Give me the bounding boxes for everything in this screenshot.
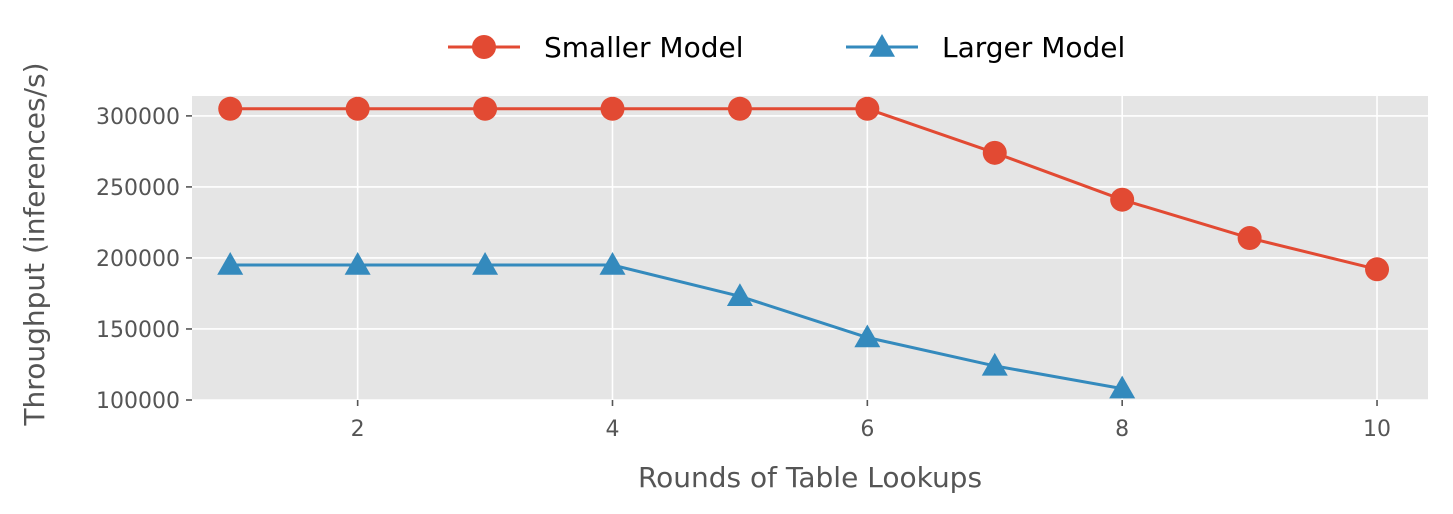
data-point-smaller-model bbox=[1237, 226, 1262, 251]
y-tick-label: 300000 bbox=[96, 105, 180, 130]
x-tick-label: 6 bbox=[860, 417, 874, 442]
data-point-larger-model bbox=[726, 283, 753, 307]
legend-marker bbox=[472, 35, 496, 59]
data-point-smaller-model bbox=[345, 96, 370, 121]
data-point-smaller-model bbox=[600, 96, 625, 121]
data-point-larger-model bbox=[472, 252, 499, 275]
data-point-larger-model bbox=[344, 252, 371, 275]
series-larger-model bbox=[217, 252, 1136, 399]
grid-lines bbox=[192, 96, 1428, 401]
series-line-larger-model bbox=[230, 263, 1123, 391]
legend-label: Larger Model bbox=[942, 31, 1125, 64]
x-tick-label: 2 bbox=[351, 417, 365, 442]
data-point-smaller-model bbox=[1365, 257, 1390, 282]
series-layer bbox=[217, 96, 1390, 399]
x-tick-label: 10 bbox=[1363, 417, 1391, 442]
y-tick-label: 150000 bbox=[96, 318, 180, 343]
legend-label: Smaller Model bbox=[544, 31, 743, 64]
legend-item-smaller-model: Smaller Model bbox=[448, 31, 743, 64]
x-tick-label: 4 bbox=[605, 417, 619, 442]
data-point-smaller-model bbox=[1110, 187, 1135, 212]
x-tick-label: 8 bbox=[1115, 417, 1129, 442]
data-point-larger-model bbox=[854, 324, 881, 348]
series-line-smaller-model bbox=[230, 107, 1378, 271]
data-point-larger-model bbox=[981, 352, 1008, 376]
data-point-larger-model bbox=[217, 252, 244, 275]
y-tick-label: 100000 bbox=[96, 389, 180, 414]
legend-marker bbox=[869, 34, 895, 57]
data-point-smaller-model bbox=[982, 140, 1007, 165]
data-point-smaller-model bbox=[218, 96, 243, 121]
data-point-smaller-model bbox=[855, 96, 880, 121]
data-point-larger-model bbox=[599, 252, 626, 275]
legend-item-larger-model: Larger Model bbox=[846, 31, 1125, 64]
legend: Smaller Model Larger Model bbox=[448, 31, 1125, 64]
data-point-smaller-model bbox=[727, 96, 752, 121]
series-smaller-model bbox=[218, 96, 1390, 282]
data-point-smaller-model bbox=[473, 96, 498, 121]
y-tick-label: 250000 bbox=[96, 176, 180, 201]
plot-area bbox=[192, 96, 1428, 400]
y-tick-label: 200000 bbox=[96, 247, 180, 272]
y-axis-label: Throughput (inferences/s) bbox=[18, 62, 51, 426]
y-axis-ticks: 100000 150000 200000 250000 300000 bbox=[96, 105, 192, 414]
x-axis-ticks: 2 4 6 8 10 bbox=[351, 400, 1391, 442]
x-axis-label: Rounds of Table Lookups bbox=[638, 461, 982, 494]
data-point-larger-model bbox=[1109, 375, 1136, 399]
